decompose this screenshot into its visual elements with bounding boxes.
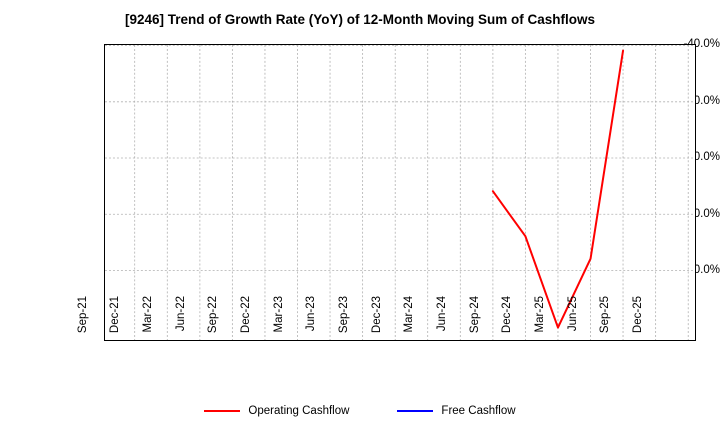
x-tick-label: Jun-23 — [305, 296, 318, 332]
legend-swatch-icon — [204, 410, 241, 412]
x-tick-label: Mar-25 — [534, 296, 546, 333]
chart-legend: Operating Cashflow Free Cashflow — [0, 405, 720, 417]
x-tick-label: Mar-24 — [403, 296, 416, 333]
x-tick-label: Jun-25 — [566, 296, 579, 332]
grid-lines — [105, 45, 695, 340]
x-tick-label: Mar-23 — [272, 296, 285, 333]
x-tick-label: Sep-21 — [76, 296, 89, 334]
x-tick-label: Sep-23 — [338, 296, 350, 334]
chart-title: [9246] Trend of Growth Rate (YoY) of 12-… — [124, 12, 595, 27]
legend-item-free-cashflow: Free Cashflow — [397, 405, 516, 417]
x-tick-label: Sep-25 — [599, 296, 612, 334]
x-tick-label: Dec-23 — [370, 296, 383, 334]
x-tick-label: Dec-24 — [501, 296, 514, 334]
x-tick-label: Dec-22 — [240, 296, 252, 334]
x-tick-label: Dec-25 — [632, 296, 644, 334]
series-line-operating-cashflow — [491, 49, 625, 329]
x-tick-label: Dec-21 — [109, 296, 122, 334]
x-tick-label: Jun-24 — [436, 296, 448, 332]
legend-item-operating-cashflow: Operating Cashflow — [204, 405, 349, 417]
x-tick-label: Jun-22 — [174, 296, 187, 332]
data-series-lines — [491, 49, 625, 329]
x-tick-label: Sep-22 — [207, 296, 220, 334]
legend-swatch-icon — [397, 410, 434, 412]
x-tick-label: Mar-22 — [142, 296, 154, 333]
legend-label: Free Cashflow — [441, 405, 516, 417]
legend-label: Operating Cashflow — [248, 405, 350, 417]
x-tick-label: Sep-24 — [468, 296, 481, 334]
plot-area — [104, 44, 696, 341]
